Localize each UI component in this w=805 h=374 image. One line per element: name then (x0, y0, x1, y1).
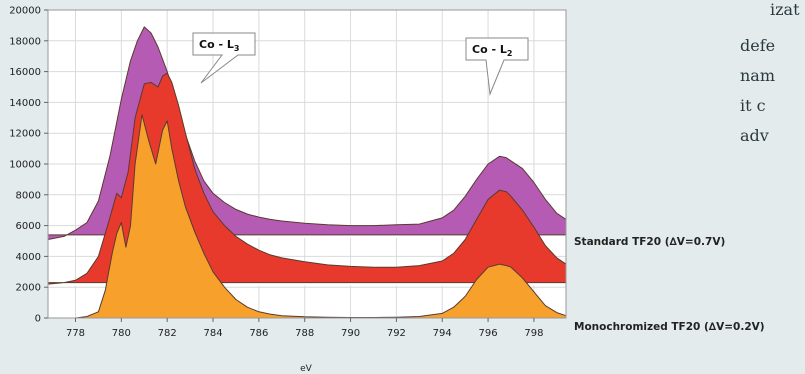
callout-co-l3: Co - L3 (192, 32, 256, 84)
y-tick-label: 0 (35, 314, 41, 325)
callout-label: Co - L3 (199, 38, 239, 53)
callout-box (192, 32, 256, 84)
x-tick-label: 792 (387, 328, 406, 339)
x-tick-label: 788 (295, 328, 314, 339)
y-tick-label: 12000 (9, 129, 41, 140)
y-tick-label: 10000 (9, 160, 41, 171)
x-tick-label: 780 (112, 328, 131, 339)
y-tick-label: 4000 (16, 252, 41, 263)
x-tick-label: 778 (66, 328, 85, 339)
callout-co-l2: Co - L2 (465, 37, 529, 96)
x-tick-label: 782 (158, 328, 177, 339)
side-text-line-5: adv (740, 126, 769, 145)
series-area-monochromized (47, 114, 567, 319)
x-tick-label: 784 (203, 328, 222, 339)
series-label-standard: Standard TF20 (∆V=0.7V) (574, 236, 725, 248)
x-tick-label: 794 (433, 328, 452, 339)
callout-label: Co - L2 (472, 43, 512, 58)
x-axis-title: eV (300, 364, 313, 374)
side-text-line-4: it c (740, 96, 766, 115)
x-tick-label: 790 (341, 328, 360, 339)
series-label-monochromized: Monochromized TF20 (∆V=0.2V) (574, 321, 765, 333)
y-tick-label: 2000 (16, 283, 41, 294)
series-areas (47, 26, 567, 319)
side-text-line-3: nam (740, 66, 776, 85)
y-tick-label: 6000 (16, 221, 41, 232)
y-tick-label: 18000 (9, 36, 41, 47)
side-text-line-1: izat (770, 0, 800, 19)
side-text-line-2: defe (740, 36, 776, 55)
y-axis-ticks: 0 2000 4000 6000 8000 10000 12000 14000 16000 180… (9, 6, 48, 325)
callouts: Co - L3 Co - L2 (192, 32, 529, 96)
y-tick-label: 20000 (9, 6, 41, 17)
y-tick-label: 8000 (16, 190, 41, 201)
x-tick-label: 798 (524, 328, 543, 339)
callout-box (465, 37, 529, 96)
x-tick-label: 786 (249, 328, 268, 339)
y-tick-label: 16000 (9, 67, 41, 78)
y-tick-label: 14000 (9, 98, 41, 109)
x-axis-ticks: 778 780 782 784 786 788 790 792 794 796 798 (66, 318, 543, 339)
x-tick-label: 796 (479, 328, 498, 339)
